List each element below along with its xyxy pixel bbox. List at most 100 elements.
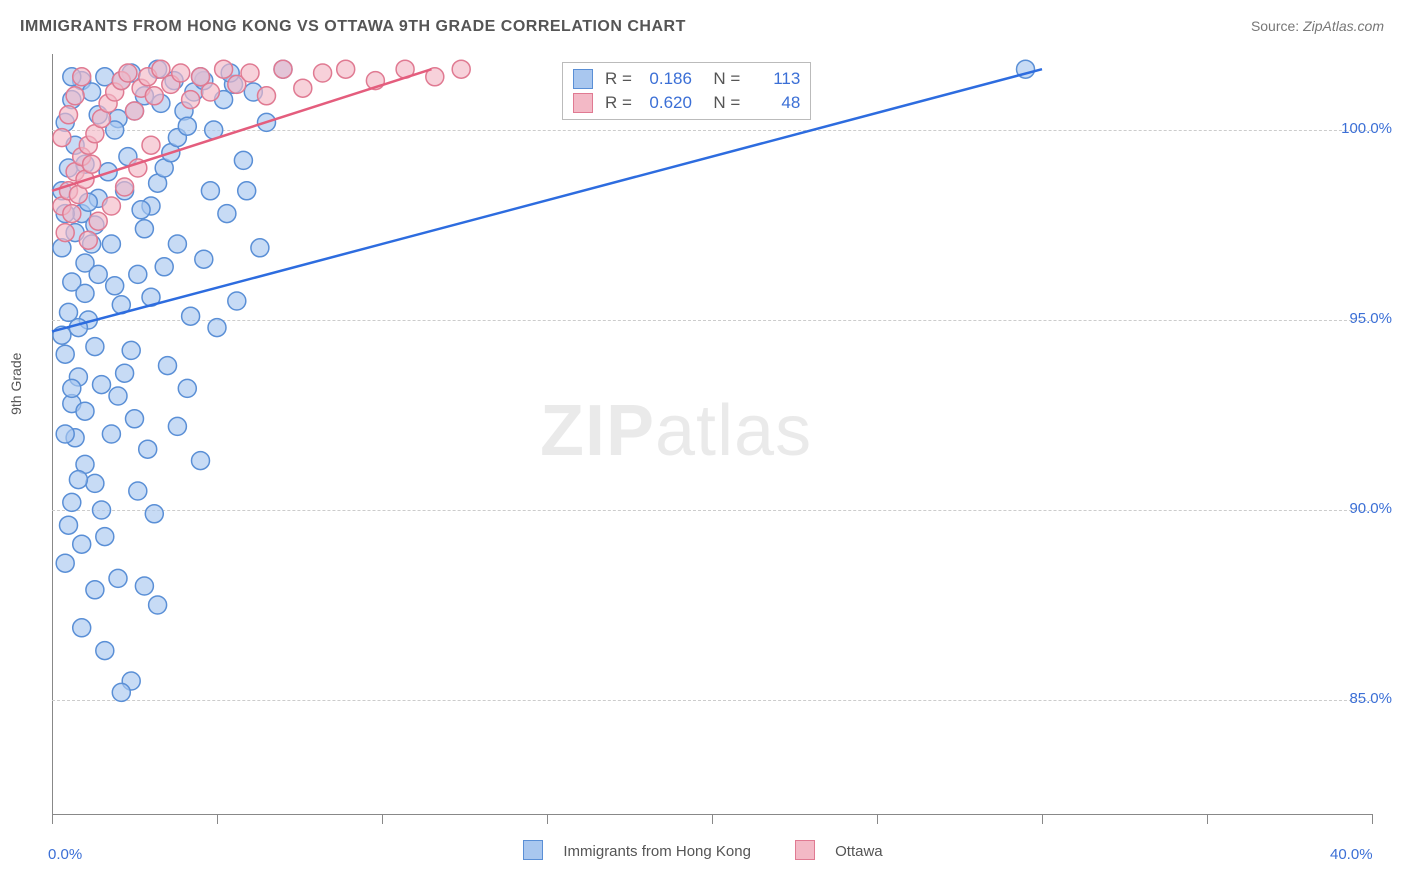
data-point xyxy=(126,410,144,428)
data-point xyxy=(234,151,252,169)
data-point xyxy=(294,79,312,97)
x-tick xyxy=(1207,814,1208,824)
data-point xyxy=(218,205,236,223)
data-point xyxy=(192,452,210,470)
data-point xyxy=(122,341,140,359)
data-point xyxy=(178,117,196,135)
source-credit: Source: ZipAtlas.com xyxy=(1251,18,1384,34)
data-point xyxy=(76,284,94,302)
data-point xyxy=(178,379,196,397)
data-point xyxy=(86,338,104,356)
r-value-b: 0.620 xyxy=(638,93,692,113)
data-point xyxy=(172,64,190,82)
legend-item-b: Ottawa xyxy=(785,843,893,860)
data-point xyxy=(69,319,87,337)
data-point xyxy=(102,235,120,253)
data-point xyxy=(116,364,134,382)
data-point xyxy=(86,581,104,599)
data-point xyxy=(142,136,160,154)
stats-row-b: R = 0.620 N = 48 xyxy=(573,91,800,115)
swatch-a-icon xyxy=(573,69,593,89)
watermark-bold: ZIP xyxy=(540,391,655,471)
data-point xyxy=(102,197,120,215)
data-point xyxy=(129,482,147,500)
data-point xyxy=(126,102,144,120)
data-point xyxy=(109,387,127,405)
stats-row-a: R = 0.186 N = 113 xyxy=(573,67,800,91)
data-point xyxy=(102,425,120,443)
data-point xyxy=(56,425,74,443)
r-label-b: R = xyxy=(605,93,632,113)
data-point xyxy=(63,379,81,397)
data-point xyxy=(73,535,91,553)
chart-container: IMMIGRANTS FROM HONG KONG VS OTTAWA 9TH … xyxy=(0,0,1406,892)
data-point xyxy=(337,60,355,78)
x-tick xyxy=(52,814,53,824)
legend-swatch-a-icon xyxy=(523,840,543,860)
x-tick xyxy=(1042,814,1043,824)
legend-bottom: Immigrants from Hong Kong Ottawa xyxy=(0,840,1406,860)
watermark-light: atlas xyxy=(655,391,812,471)
data-point xyxy=(119,64,137,82)
data-point xyxy=(135,220,153,238)
regression-line xyxy=(52,69,1042,331)
n-label-a: N = xyxy=(713,69,740,89)
data-point xyxy=(145,505,163,523)
data-point xyxy=(314,64,332,82)
data-point xyxy=(132,201,150,219)
data-point xyxy=(168,235,186,253)
data-point xyxy=(135,577,153,595)
n-label-b: N = xyxy=(713,93,740,113)
data-point xyxy=(63,205,81,223)
data-point xyxy=(228,292,246,310)
chart-title: IMMIGRANTS FROM HONG KONG VS OTTAWA 9TH … xyxy=(20,18,686,36)
x-tick xyxy=(547,814,548,824)
stats-legend-box: R = 0.186 N = 113 R = 0.620 N = 48 xyxy=(562,62,811,120)
data-point xyxy=(73,619,91,637)
data-point xyxy=(73,68,91,86)
data-point xyxy=(106,277,124,295)
data-point xyxy=(116,178,134,196)
watermark: ZIPatlas xyxy=(540,390,812,472)
r-value-a: 0.186 xyxy=(638,69,692,89)
data-point xyxy=(56,554,74,572)
data-point xyxy=(76,402,94,420)
data-point xyxy=(182,91,200,109)
data-point xyxy=(53,129,71,147)
swatch-b-icon xyxy=(573,93,593,113)
x-tick xyxy=(217,814,218,824)
n-value-b: 48 xyxy=(746,93,800,113)
data-point xyxy=(69,471,87,489)
data-point xyxy=(251,239,269,257)
data-point xyxy=(109,569,127,587)
data-point xyxy=(145,87,163,105)
x-tick xyxy=(712,814,713,824)
data-point xyxy=(93,376,111,394)
legend-item-a: Immigrants from Hong Kong xyxy=(513,843,765,860)
data-point xyxy=(195,250,213,268)
data-point xyxy=(208,319,226,337)
data-point xyxy=(63,493,81,511)
x-tick xyxy=(382,814,383,824)
data-point xyxy=(86,474,104,492)
data-point xyxy=(258,87,276,105)
data-point xyxy=(149,596,167,614)
data-point xyxy=(89,265,107,283)
data-point xyxy=(56,345,74,363)
source-label: Source: xyxy=(1251,18,1303,34)
legend-label-b: Ottawa xyxy=(835,843,883,860)
data-point xyxy=(79,231,97,249)
data-point xyxy=(56,224,74,242)
data-point xyxy=(201,182,219,200)
data-point xyxy=(168,417,186,435)
x-tick xyxy=(877,814,878,824)
data-point xyxy=(112,683,130,701)
n-value-a: 113 xyxy=(746,69,800,89)
y-axis-label: 9th Grade xyxy=(8,353,24,415)
data-point xyxy=(155,258,173,276)
data-point xyxy=(139,440,157,458)
data-point xyxy=(60,106,78,124)
data-point xyxy=(89,212,107,230)
data-point xyxy=(60,516,78,534)
x-tick xyxy=(1372,814,1373,824)
